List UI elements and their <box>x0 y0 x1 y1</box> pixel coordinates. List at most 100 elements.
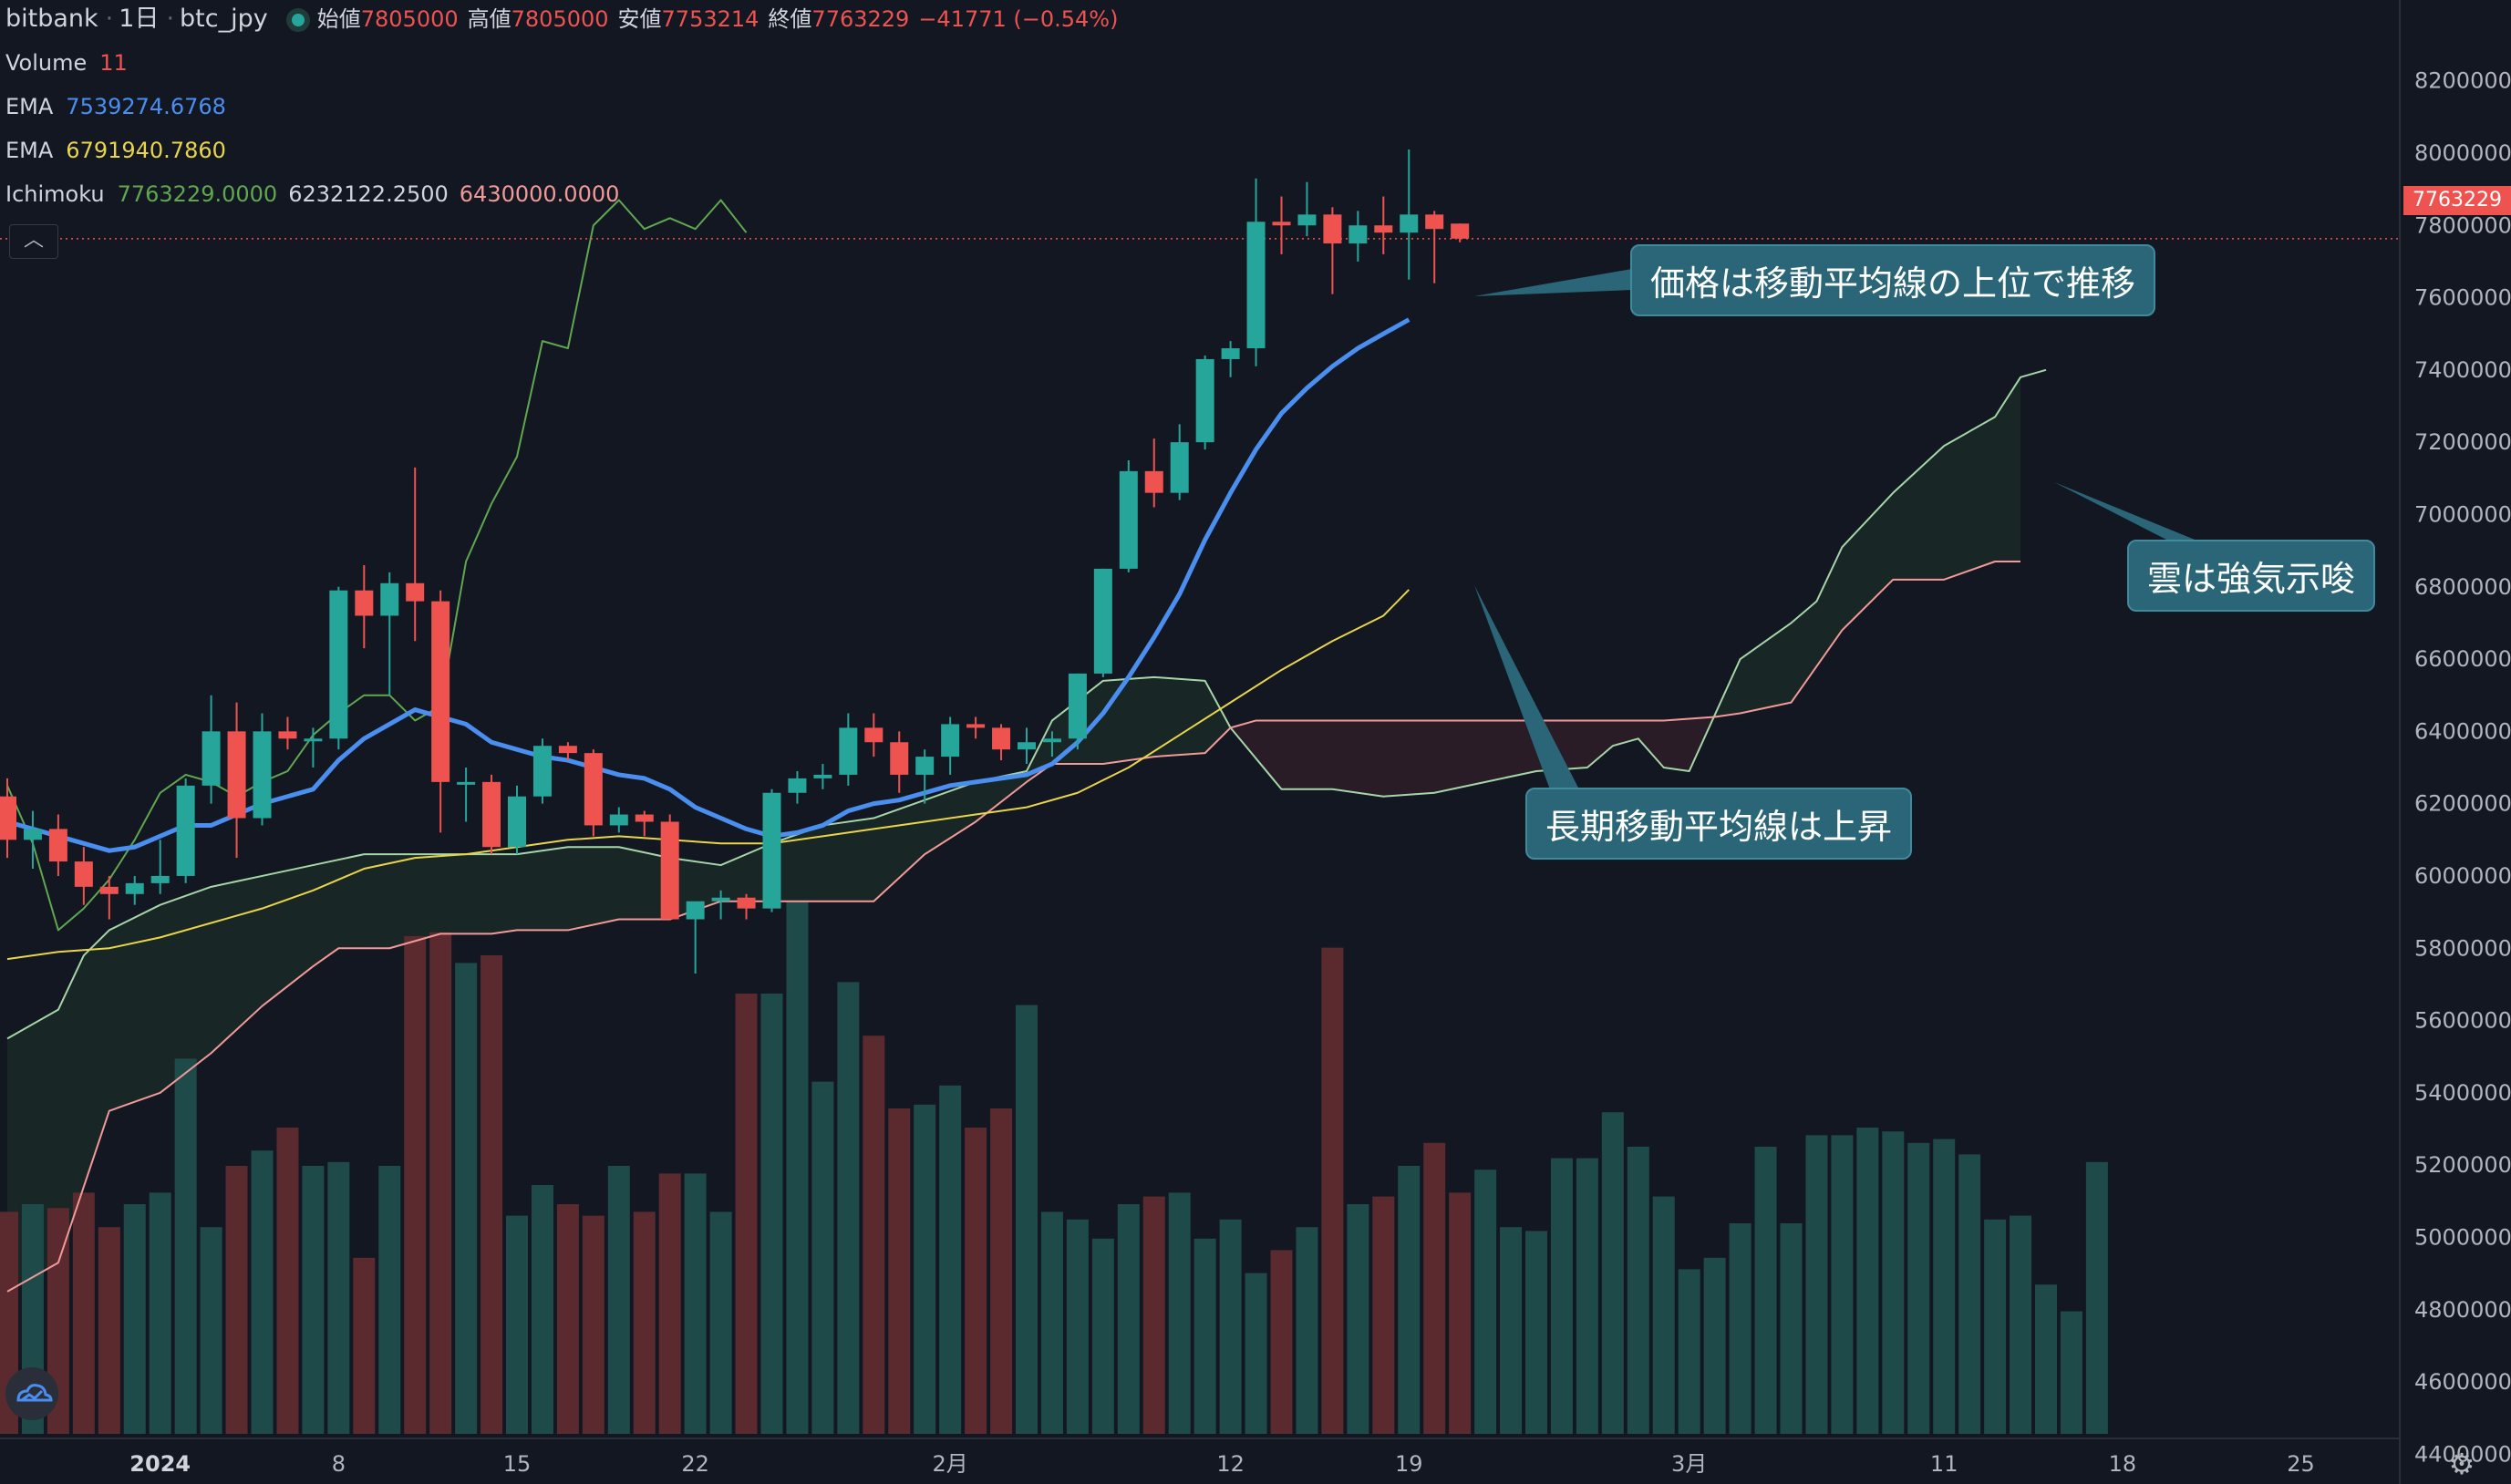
y-tick-label: 5800000 <box>2414 935 2511 961</box>
cloud-segment <box>1561 720 1575 769</box>
candle-body <box>558 746 577 754</box>
interval-label[interactable]: 1日 <box>119 5 160 33</box>
candle <box>737 893 756 920</box>
volume-bar <box>174 1058 197 1434</box>
candle-body <box>1425 214 1444 230</box>
cloud-segment <box>695 861 708 911</box>
volume-bar <box>1550 1158 1573 1434</box>
y-tick-label: 7600000 <box>2414 285 2511 311</box>
cloud-segment <box>1829 547 1843 649</box>
cloud-segment <box>593 847 606 925</box>
candle-body <box>380 582 399 616</box>
cloud-segment <box>1128 677 1142 761</box>
cloud-segment <box>1638 720 1651 754</box>
volume-bar <box>1117 1204 1140 1434</box>
candle <box>635 810 654 837</box>
cloud-segment <box>797 830 811 902</box>
candle-body <box>202 731 221 786</box>
y-tick-label: 5000000 <box>2414 1224 2511 1250</box>
candle <box>355 564 374 649</box>
candle-body <box>482 781 501 848</box>
cloud-segment <box>873 813 887 902</box>
candle <box>1093 568 1112 677</box>
candle <box>1374 196 1393 254</box>
y-tick-label: 7200000 <box>2414 429 2511 455</box>
cloud-segment <box>1740 650 1753 714</box>
cloud-segment <box>326 860 339 958</box>
cloud-segment <box>708 863 721 906</box>
ema-fast-line <box>6 317 1410 853</box>
callout-long-ma-pointer <box>1474 585 1579 789</box>
candle-body <box>915 757 935 775</box>
cloud-segment <box>2008 376 2021 562</box>
candle-body <box>609 814 628 826</box>
cloud-segment <box>822 823 836 902</box>
cloud-segment <box>1409 720 1422 795</box>
cloud-segment <box>720 860 734 902</box>
candle-body <box>992 727 1011 750</box>
candle <box>74 847 93 905</box>
cloud-segment <box>338 857 352 949</box>
cloud-segment <box>1803 601 1817 685</box>
cloud-segment <box>605 847 619 922</box>
volume-bar <box>1142 1196 1165 1434</box>
tradingview-logo[interactable] <box>5 1367 58 1420</box>
cloud-segment <box>1332 720 1346 791</box>
candle <box>890 731 909 793</box>
candle <box>99 875 119 920</box>
cloud-segment <box>529 850 542 931</box>
volume-bar <box>837 982 860 1434</box>
chevron-up-icon: ︿ <box>23 229 44 252</box>
candle-body <box>74 861 93 887</box>
volume-bar <box>1296 1227 1318 1434</box>
candle-body <box>1451 223 1470 239</box>
cloud-segment <box>925 795 938 855</box>
ema-fast-legend[interactable]: EMA 7539274.6768 <box>5 93 239 120</box>
cloud-segment <box>733 854 747 902</box>
candle <box>1348 211 1368 262</box>
cloud-segment <box>1256 720 1269 774</box>
symbol-label[interactable]: btc_jpy <box>180 5 268 33</box>
volume-value: 11 <box>99 50 128 76</box>
cloud-segment <box>631 850 645 920</box>
candle <box>839 713 858 786</box>
volume-bar <box>1627 1147 1649 1434</box>
volume-bar <box>531 1185 553 1434</box>
cloud-segment <box>1957 431 1970 575</box>
ema-slow-legend[interactable]: EMA 6791940.7860 <box>5 137 239 164</box>
ichimoku-span-a-line <box>6 368 2047 1040</box>
x-tick-label: 19 <box>1395 1451 1423 1477</box>
cloud-segment <box>848 819 862 902</box>
settings-gear-icon[interactable]: ⚙ <box>2448 1447 2475 1481</box>
cloud-segment <box>899 804 913 878</box>
candle <box>227 702 246 859</box>
cloud-segment <box>567 847 581 931</box>
cloud-segment <box>1307 720 1320 789</box>
callout-cloud: 雲は強気示唆 <box>2127 540 2376 612</box>
candle <box>788 770 807 804</box>
volume-bar <box>1856 1128 1879 1434</box>
candle <box>992 724 1011 761</box>
cloud-segment <box>1217 704 1231 741</box>
cloud-segment <box>1434 720 1448 793</box>
x-tick-label: 12 <box>1216 1451 1245 1477</box>
volume-bar <box>735 994 758 1434</box>
volume-bars <box>0 902 2108 1434</box>
exchange-name[interactable]: bitbank <box>5 5 98 33</box>
cloud-segment <box>287 868 301 986</box>
candle <box>1425 211 1444 283</box>
y-tick-label: 6800000 <box>2414 574 2511 600</box>
candle-body <box>1144 470 1163 493</box>
cloud-segment <box>1765 632 1779 708</box>
volume-legend[interactable]: Volume 11 <box>5 49 140 77</box>
cloud-segment <box>1995 397 2009 562</box>
collapse-legend-button[interactable]: ︿ <box>9 224 58 259</box>
cloud-segment <box>83 943 97 1187</box>
volume-bar <box>1703 1257 1726 1434</box>
volume-bar <box>1754 1147 1777 1434</box>
callout-above-ma: 価格は移動平均線の上位で推移 <box>1630 244 2156 316</box>
volume-bar <box>582 1215 604 1434</box>
ichimoku-legend[interactable]: Ichimoku 7763229.0000 6232122.2500 6430000.… <box>5 180 630 208</box>
cloud-segment <box>96 930 109 1149</box>
